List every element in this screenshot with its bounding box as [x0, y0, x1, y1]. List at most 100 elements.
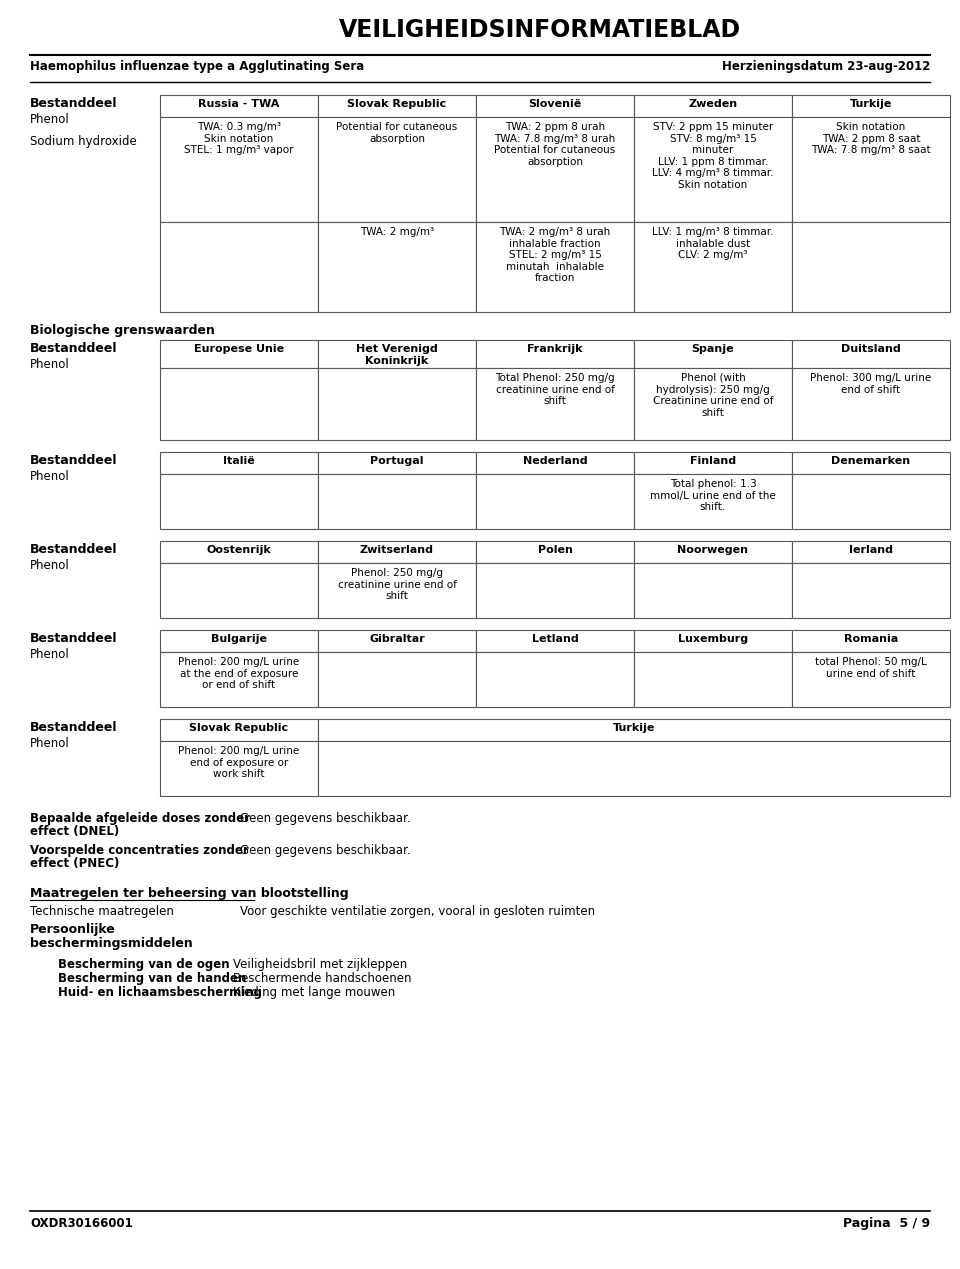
Bar: [792, 541, 950, 563]
Bar: [318, 629, 476, 652]
Bar: [634, 629, 792, 652]
Text: Het Verenigd
Koninkrijk: Het Verenigd Koninkrijk: [356, 344, 438, 365]
Bar: [634, 652, 792, 707]
Bar: [792, 652, 950, 707]
Bar: [476, 541, 634, 563]
Text: Noorwegen: Noorwegen: [678, 544, 749, 555]
Text: Technische maatregelen: Technische maatregelen: [30, 905, 174, 917]
Bar: [792, 222, 950, 312]
Bar: [634, 541, 792, 563]
Bar: [476, 222, 634, 312]
Text: TWA: 2 ppm 8 urah
TWA: 7.8 mg/m³ 8 urah
Potential for cutaneous
absorption: TWA: 2 ppm 8 urah TWA: 7.8 mg/m³ 8 urah …: [494, 122, 615, 166]
Bar: [634, 95, 792, 117]
Bar: [318, 475, 476, 529]
Text: Turkije: Turkije: [850, 99, 892, 109]
Bar: [792, 629, 950, 652]
Bar: [160, 629, 318, 652]
Text: Biologische grenswaarden: Biologische grenswaarden: [30, 324, 215, 338]
Text: Phenol: Phenol: [30, 358, 70, 371]
Text: Total Phenol: 250 mg/g
creatinine urine end of
shift: Total Phenol: 250 mg/g creatinine urine …: [495, 373, 614, 406]
Bar: [792, 452, 950, 475]
Bar: [476, 95, 634, 117]
Text: Pagina  5 / 9: Pagina 5 / 9: [843, 1217, 930, 1230]
Text: Phenol: 300 mg/L urine
end of shift: Phenol: 300 mg/L urine end of shift: [810, 373, 931, 395]
Text: Bestanddeel: Bestanddeel: [30, 632, 117, 645]
Text: effect (PNEC): effect (PNEC): [30, 857, 119, 871]
Bar: [476, 117, 634, 222]
Bar: [318, 563, 476, 618]
Bar: [634, 563, 792, 618]
Bar: [476, 652, 634, 707]
Bar: [634, 117, 792, 222]
Text: LLV: 1 mg/m³ 8 timmar.
inhalable dust
CLV: 2 mg/m³: LLV: 1 mg/m³ 8 timmar. inhalable dust CL…: [652, 227, 774, 260]
Bar: [476, 368, 634, 440]
Text: Persoonlijke: Persoonlijke: [30, 923, 116, 937]
Text: Duitsland: Duitsland: [841, 344, 900, 354]
Bar: [634, 452, 792, 475]
Text: Turkije: Turkije: [612, 723, 655, 733]
Text: STV: 2 ppm 15 minuter
STV: 8 mg/m³ 15
minuter
LLV: 1 ppm 8 timmar.
LLV: 4 mg/m³ : STV: 2 ppm 15 minuter STV: 8 mg/m³ 15 mi…: [652, 122, 774, 190]
Text: Phenol: Phenol: [30, 560, 70, 572]
Text: Voor geschikte ventilatie zorgen, vooral in gesloten ruimten: Voor geschikte ventilatie zorgen, vooral…: [240, 905, 595, 917]
Text: Bestanddeel: Bestanddeel: [30, 721, 117, 733]
Bar: [160, 475, 318, 529]
Text: Voorspelde concentraties zonder: Voorspelde concentraties zonder: [30, 844, 249, 857]
Text: Ierland: Ierland: [849, 544, 893, 555]
Bar: [792, 563, 950, 618]
Text: Haemophilus influenzae type a Agglutinating Sera: Haemophilus influenzae type a Agglutinat…: [30, 60, 364, 74]
Text: Total phenol: 1.3
mmol/L urine end of the
shift.: Total phenol: 1.3 mmol/L urine end of th…: [650, 478, 776, 513]
Text: Phenol: Phenol: [30, 737, 70, 750]
Bar: [318, 741, 950, 796]
Bar: [792, 95, 950, 117]
Text: Russia - TWA: Russia - TWA: [199, 99, 279, 109]
Bar: [160, 563, 318, 618]
Text: Veiligheidsbril met zijkleppen: Veiligheidsbril met zijkleppen: [233, 958, 407, 971]
Text: Letland: Letland: [532, 634, 578, 643]
Bar: [476, 629, 634, 652]
Bar: [476, 475, 634, 529]
Bar: [634, 340, 792, 368]
Bar: [634, 368, 792, 440]
Text: Nederland: Nederland: [522, 456, 588, 466]
Bar: [476, 563, 634, 618]
Bar: [160, 452, 318, 475]
Text: Beschermende handschoenen: Beschermende handschoenen: [233, 972, 412, 985]
Bar: [792, 475, 950, 529]
Text: Phenol: Phenol: [30, 113, 70, 126]
Bar: [318, 368, 476, 440]
Text: VEILIGHEIDSINFORMATIEBLAD: VEILIGHEIDSINFORMATIEBLAD: [339, 18, 741, 42]
Text: Slovak Republic: Slovak Republic: [189, 723, 289, 733]
Text: Bestanddeel: Bestanddeel: [30, 96, 117, 110]
Bar: [792, 117, 950, 222]
Bar: [318, 452, 476, 475]
Bar: [476, 340, 634, 368]
Text: Bepaalde afgeleide doses zonder: Bepaalde afgeleide doses zonder: [30, 812, 250, 825]
Text: total Phenol: 50 mg/L
urine end of shift: total Phenol: 50 mg/L urine end of shift: [815, 657, 926, 679]
Bar: [318, 652, 476, 707]
Bar: [318, 541, 476, 563]
Bar: [160, 117, 318, 222]
Text: Bestanddeel: Bestanddeel: [30, 343, 117, 355]
Text: Romania: Romania: [844, 634, 899, 643]
Bar: [634, 475, 792, 529]
Text: Luxemburg: Luxemburg: [678, 634, 748, 643]
Bar: [792, 368, 950, 440]
Text: Phenol: Phenol: [30, 470, 70, 483]
Text: Phenol: Phenol: [30, 648, 70, 661]
Bar: [160, 741, 318, 796]
Text: Slovak Republic: Slovak Republic: [348, 99, 446, 109]
Text: Herzieningsdatum 23-aug-2012: Herzieningsdatum 23-aug-2012: [722, 60, 930, 74]
Text: Polen: Polen: [538, 544, 572, 555]
Bar: [160, 720, 318, 741]
Text: Europese Unie: Europese Unie: [194, 344, 284, 354]
Text: Phenol (with
hydrolysis): 250 mg/g
Creatinine urine end of
shift: Phenol (with hydrolysis): 250 mg/g Creat…: [653, 373, 773, 418]
Text: Phenol: 200 mg/L urine
end of exposure or
work shift: Phenol: 200 mg/L urine end of exposure o…: [179, 746, 300, 779]
Bar: [318, 340, 476, 368]
Text: Bescherming van de ogen: Bescherming van de ogen: [58, 958, 229, 971]
Text: Phenol: 200 mg/L urine
at the end of exposure
or end of shift: Phenol: 200 mg/L urine at the end of exp…: [179, 657, 300, 690]
Bar: [476, 452, 634, 475]
Bar: [160, 368, 318, 440]
Text: effect (DNEL): effect (DNEL): [30, 825, 119, 838]
Bar: [318, 222, 476, 312]
Text: Sodium hydroxide: Sodium hydroxide: [30, 135, 136, 148]
